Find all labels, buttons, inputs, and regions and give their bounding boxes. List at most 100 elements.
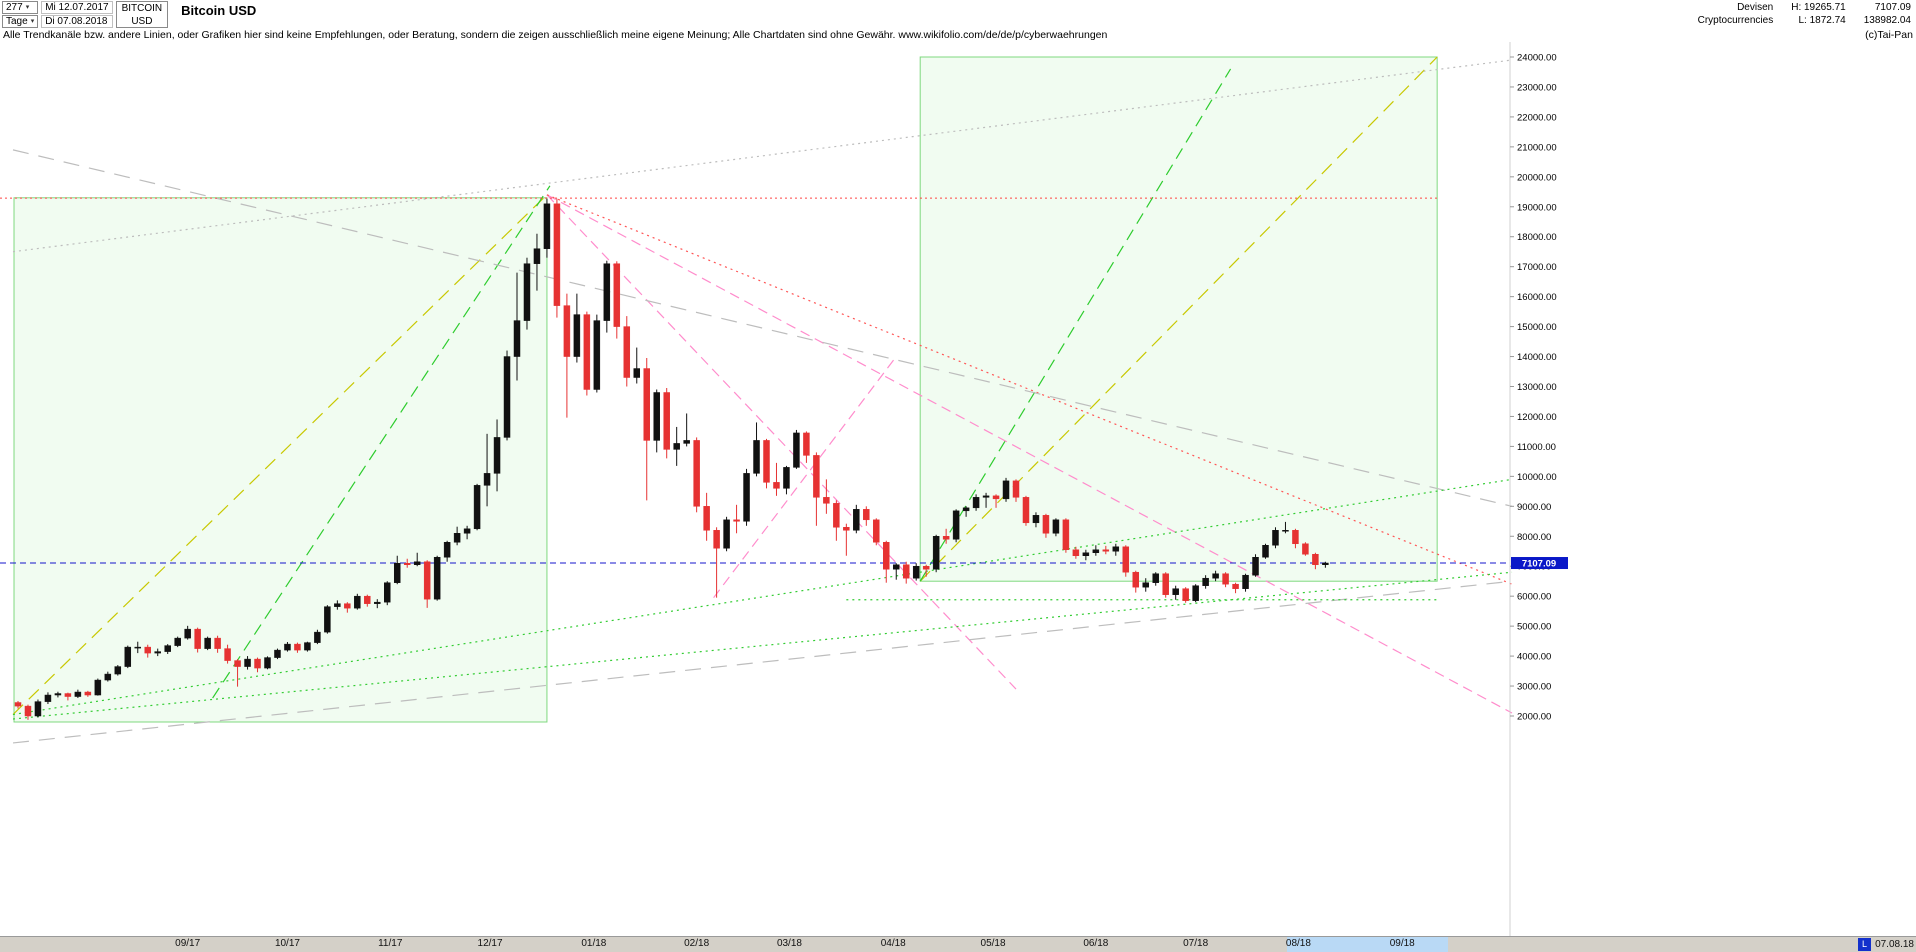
candle-body xyxy=(503,356,511,438)
candle-body xyxy=(1102,549,1110,552)
month-label: 01/18 xyxy=(581,938,607,949)
period-value: Tage xyxy=(6,16,28,27)
month-label: 12/17 xyxy=(477,938,503,949)
secondary-value: 138982.04 xyxy=(1863,15,1911,26)
candle-body xyxy=(374,601,381,604)
month-label: 05/18 xyxy=(980,938,1006,949)
price-tick-label: 15000.00 xyxy=(1517,322,1557,333)
symbol-field[interactable]: BITCOIN USD xyxy=(115,1,169,28)
candle-body xyxy=(443,542,451,558)
price-marker-value: 7107.09 xyxy=(1522,559,1556,570)
last-price-value: 7107.09 xyxy=(1874,2,1911,13)
month-label: 09/18 xyxy=(1389,938,1415,949)
price-tick-label: 10000.00 xyxy=(1517,472,1557,483)
candle-body xyxy=(833,503,840,528)
candle-body xyxy=(234,660,241,667)
candle-body xyxy=(463,528,471,534)
candle-body xyxy=(1092,549,1100,553)
candle-body xyxy=(1162,573,1169,595)
price-tick-label: 5000.00 xyxy=(1517,622,1551,633)
candle-body xyxy=(713,530,720,549)
candle-body xyxy=(1132,571,1140,588)
candle-body xyxy=(1232,583,1239,589)
candle-body xyxy=(94,679,102,696)
candle-body xyxy=(1052,519,1060,534)
candle-body xyxy=(124,646,132,667)
candle-body xyxy=(513,320,521,357)
chevron-down-icon: ▾ xyxy=(30,18,35,25)
candle-body xyxy=(413,561,421,565)
candle-body xyxy=(403,562,411,565)
candle-body xyxy=(803,432,810,456)
candle-body xyxy=(214,637,221,649)
bars-count-select[interactable]: 277 ▾ xyxy=(2,1,39,14)
candle-body xyxy=(663,392,670,450)
date-to-field[interactable]: Di 07.08.2018 xyxy=(41,15,113,28)
candle-body xyxy=(623,326,631,378)
candle-body xyxy=(144,646,151,654)
price-tick-label: 22000.00 xyxy=(1517,112,1557,123)
candle-body xyxy=(1142,582,1149,588)
candle-body xyxy=(244,658,251,667)
price-tick-label: 14000.00 xyxy=(1517,352,1557,363)
candle-body xyxy=(952,510,960,540)
symbol-value: BITCOIN xyxy=(121,3,163,14)
trend-line xyxy=(12,194,548,715)
candle-body xyxy=(224,648,231,661)
candle-body xyxy=(284,643,291,651)
candle-body xyxy=(104,673,112,681)
candle-body xyxy=(204,637,211,649)
price-tick-label: 23000.00 xyxy=(1517,82,1557,93)
trend-line xyxy=(713,356,897,599)
price-tick-label: 24000.00 xyxy=(1517,53,1557,64)
candle-body xyxy=(902,564,910,579)
candle-body xyxy=(14,702,22,707)
candle-body xyxy=(583,314,591,390)
high-low-block: H: 19265.71 L: 1872.74 xyxy=(1791,1,1846,27)
price-tick-label: 17000.00 xyxy=(1517,262,1557,273)
candle-body xyxy=(733,519,740,522)
candle-body xyxy=(1022,497,1030,524)
candlestick-chart[interactable]: 24000.00 23000.00 22000.00 21000.00 20000.00… xyxy=(0,42,1916,936)
candle-body xyxy=(64,693,72,697)
month-label: 11/17 xyxy=(378,938,403,949)
candle-body xyxy=(34,701,42,717)
trend-channel-box xyxy=(13,197,548,723)
current-period-highlight xyxy=(1287,937,1449,952)
price-tick-label: 11000.00 xyxy=(1517,442,1556,453)
price-tick-label: 13000.00 xyxy=(1517,382,1557,393)
candle-body xyxy=(254,658,261,669)
candle-body xyxy=(892,564,900,570)
candle-body xyxy=(344,603,351,609)
candle-body xyxy=(1112,546,1120,552)
candle-body xyxy=(1282,530,1289,532)
trend-line xyxy=(12,571,1513,720)
trend-line xyxy=(546,194,1513,714)
candle-body xyxy=(992,495,1000,500)
disclaimer-text: Alle Trendkanäle bzw. andere Linien, ode… xyxy=(3,29,1108,41)
candle-body xyxy=(174,637,181,646)
candle-body xyxy=(194,628,201,649)
date-from-field[interactable]: Mi 12.07.2017 xyxy=(41,1,113,14)
price-tick-label: 6000.00 xyxy=(1517,592,1551,603)
period-select[interactable]: Tage ▾ xyxy=(2,15,39,28)
candle-body xyxy=(573,314,581,357)
top-bar: 277 ▾ Tage ▾ Mi 12.07.2017 Di 07.08.2018… xyxy=(0,0,1916,28)
candle-body xyxy=(843,527,850,531)
trend-line xyxy=(12,580,1513,744)
candle-body xyxy=(114,666,122,675)
candle-body xyxy=(683,440,690,444)
candle-body xyxy=(1202,577,1209,586)
candle-body xyxy=(962,507,970,512)
candle-body xyxy=(304,642,311,651)
candle-body xyxy=(763,440,770,483)
candle-body xyxy=(553,203,561,306)
candle-body xyxy=(384,582,391,603)
candle-body xyxy=(1002,480,1010,500)
month-label: 10/17 xyxy=(274,938,300,949)
month-label: 03/18 xyxy=(776,938,802,949)
chart-title: Bitcoin USD xyxy=(181,3,257,18)
candle-body xyxy=(1262,545,1269,558)
candle-body xyxy=(1252,556,1259,576)
candle-body xyxy=(314,631,321,643)
